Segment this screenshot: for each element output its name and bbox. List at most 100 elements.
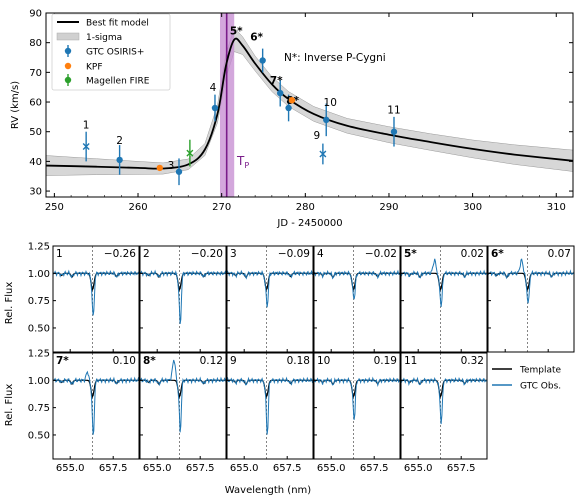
panel-epoch-label: 9: [230, 355, 237, 367]
gtc-osiris--point: [259, 57, 266, 64]
profile-panel: 3 −0.09: [226, 245, 314, 353]
observed-profile: [313, 376, 401, 420]
rv-x-axis-label: JD - 2450000: [276, 218, 342, 229]
gtc-osiris--cross-point: [319, 150, 327, 158]
profile-grid: 0.50 0.75 1.00 1.25 1 −0.26 2 −0.20 3 −0.09 4 −0.02…: [4, 242, 575, 496]
gtc-osiris--point: [116, 156, 123, 164]
gtc-osiris--point: [277, 89, 284, 97]
observed-profile: [400, 376, 488, 425]
profile-y-tick-label: 0.50: [28, 430, 50, 441]
epoch-label: 3: [168, 160, 175, 172]
profile-y-tick-label: 0.75: [28, 296, 50, 307]
panel-epoch-label: 3: [230, 248, 237, 260]
legend-band-swatch: [56, 32, 80, 41]
profile-panel: 4 −0.02: [313, 245, 401, 353]
epoch-label: 11: [387, 105, 400, 117]
rv-legend: Best fit model 1-sigma GTC OSIRIS+ KPF M…: [51, 13, 171, 91]
panel-phase-label: 0.19: [374, 355, 397, 367]
panel-epoch-label: 2: [143, 248, 150, 260]
profile-x-tick-label: 655.0: [230, 463, 259, 474]
tp-label: TP: [236, 154, 249, 170]
profile-panel-frame: [487, 245, 575, 353]
panel-epoch-label: 11: [404, 355, 417, 367]
panel-phase-label: 0.32: [461, 355, 484, 367]
gtc-osiris--point: [323, 116, 330, 124]
rv-y-axis-label: RV (km/s): [10, 81, 21, 129]
rv-y-tick-label: 60: [29, 98, 42, 109]
profile-y-tick-label: 1.00: [28, 376, 50, 387]
profile-panel: 5* 0.02: [400, 245, 488, 353]
rv-axes-frame: [45, 12, 574, 198]
epoch-label: 7*: [270, 75, 283, 87]
gtc-osiris--point: [285, 104, 292, 112]
rv-y-tick-label: 70: [29, 68, 42, 79]
profile-x-tick-label: 655.0: [317, 463, 346, 474]
profile-panels: 0.50 0.75 1.00 1.25 1 −0.26 2 −0.20 3 −0.09 4 −0.02…: [28, 242, 575, 474]
profile-x-tick-label: 657.5: [99, 463, 128, 474]
rv-y-tick-label: 50: [29, 127, 42, 138]
legend-fire-swatch: [64, 76, 72, 84]
epoch-label: 10: [324, 97, 337, 109]
observed-profile: [139, 359, 227, 433]
profile-panel: 0.50 0.75 1.00 1.25 1 −0.26: [28, 242, 140, 353]
panel-phase-label: 0.12: [200, 355, 223, 367]
panel-phase-label: 0.10: [113, 355, 136, 367]
gtc-osiris--point: [175, 168, 183, 175]
best-fit-model-line: [45, 37, 574, 170]
profile-panel-frame: [400, 245, 488, 353]
rv-y-tick-label: 30: [29, 187, 42, 198]
profile-panel: 655.0 657.5 10 0.19: [313, 352, 401, 474]
rv-y-tick-label: 80: [29, 38, 42, 49]
legend-fire-label: Magellen FIRE: [86, 77, 150, 87]
panel-phase-label: 0.07: [548, 248, 571, 260]
rv-x-tick-label: 270: [212, 202, 231, 213]
profile-panel-frame: [313, 352, 401, 460]
panel-phase-label: −0.26: [104, 248, 136, 260]
profile-x-tick-label: 657.5: [273, 463, 302, 474]
panel-epoch-label: 1: [56, 248, 63, 260]
profile-legend: Template GTC Obs.: [492, 366, 562, 392]
profile-panel-frame: [313, 245, 401, 353]
profile-panel-frame: [400, 352, 488, 460]
panel-phase-label: −0.20: [191, 248, 223, 260]
kpf-point: [288, 97, 296, 104]
epoch-label: 4: [210, 82, 217, 94]
magellen-fire-cross-point: [186, 149, 194, 157]
rv-y-tick-label: 40: [29, 157, 42, 168]
profile-panel: 655.0 657.5 9 0.18: [226, 352, 314, 474]
profile-x-axis-label: Wavelength (nm): [225, 485, 311, 496]
epoch-label: 1: [83, 120, 90, 132]
rv-x-tick-label: 250: [45, 202, 64, 213]
panel-epoch-label: 5*: [404, 248, 417, 260]
observed-profile: [140, 269, 227, 324]
legend-kpf-label: KPF: [86, 63, 103, 73]
rv-x-tick-label: 310: [547, 202, 566, 213]
profile-panel-frame: [226, 245, 314, 353]
profile-y-tick-label: 0.75: [28, 403, 50, 414]
profile-panel: 655.0 657.5 11 0.32: [400, 352, 488, 474]
rv-legend-frame: [51, 13, 171, 91]
observed-profile: [226, 376, 314, 435]
observed-profile: [400, 258, 488, 308]
panel-phase-label: 0.18: [287, 355, 310, 367]
rv-x-tick-label: 280: [296, 202, 315, 213]
inverse-p-cygni-note: N*: Inverse P-Cygni: [284, 52, 386, 64]
gtc-osiris--cross-point: [82, 143, 90, 151]
profile-panel: 655.0 657.5 8* 0.12: [139, 352, 227, 474]
profile-y-tick-label: 0.50: [28, 323, 50, 334]
legend-obs-label: GTC Obs.: [520, 382, 561, 392]
profile-y-tick-label: 1.00: [28, 269, 50, 280]
profile-panel: 0.50 0.75 1.00 1.25 655.0 657.5 7* 0.10: [28, 349, 140, 474]
profile-panel: 6* 0.07: [487, 245, 575, 353]
legend-template-label: Template: [519, 366, 562, 376]
epoch-label: 2: [116, 135, 123, 147]
tp-label-subscript: P: [244, 161, 249, 170]
profile-x-tick-label: 655.0: [404, 463, 433, 474]
panel-epoch-label: 4: [317, 248, 324, 260]
legend-gtc-swatch: [64, 47, 72, 55]
profile-x-tick-label: 655.0: [56, 463, 85, 474]
legend-model-label: Best fit model: [86, 19, 149, 29]
